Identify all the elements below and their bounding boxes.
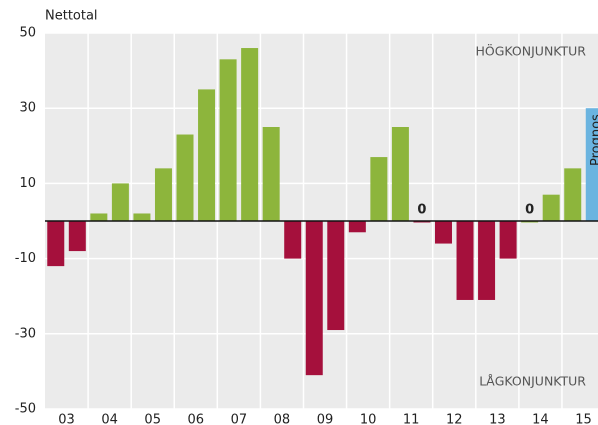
y-tick-label: 50 — [19, 26, 36, 41]
x-tick-label: 04 — [101, 413, 118, 425]
x-tick-label: 08 — [274, 413, 291, 425]
value-label: 0 — [417, 203, 426, 218]
bar — [90, 213, 108, 221]
value-label: 0 — [525, 203, 534, 218]
bar — [47, 221, 65, 267]
bar — [284, 221, 302, 259]
bar — [305, 221, 323, 376]
x-tick-label: 03 — [58, 413, 75, 425]
annotation: LÅGKONJUNKTUR — [479, 374, 586, 389]
x-tick-label: 09 — [317, 413, 334, 425]
bar — [219, 59, 237, 221]
x-tick-label: 11 — [403, 413, 420, 425]
y-tick-label: -10 — [15, 251, 36, 266]
annotation: HÖGKONJUNKTUR — [475, 43, 586, 59]
bar — [176, 134, 194, 221]
y-tick-label: 10 — [19, 176, 36, 191]
bar — [456, 221, 474, 300]
bar — [327, 221, 345, 331]
bar — [198, 89, 216, 222]
x-tick-label: 05 — [144, 413, 161, 425]
y-tick-label: -50 — [15, 402, 36, 417]
x-tick-label: 10 — [360, 413, 377, 425]
x-tick-label: 07 — [231, 413, 248, 425]
bar — [434, 221, 452, 244]
y-tick-label: -30 — [15, 326, 36, 341]
bar — [391, 127, 409, 221]
bar — [262, 127, 280, 221]
y-tick-label: 30 — [19, 101, 36, 116]
x-tick-label: 13 — [489, 413, 506, 425]
bar — [370, 157, 388, 221]
x-tick-label: 06 — [188, 413, 205, 425]
bar — [542, 194, 560, 221]
bar — [133, 213, 151, 221]
x-tick-label: 12 — [446, 413, 463, 425]
bar — [585, 108, 598, 221]
forecast-label: Prognos — [589, 114, 598, 166]
bar — [478, 221, 496, 300]
bar — [348, 221, 366, 233]
bar — [111, 183, 129, 221]
bar — [154, 168, 172, 221]
bar — [564, 168, 582, 221]
x-tick-label: 15 — [575, 413, 592, 425]
bar — [499, 221, 517, 259]
y-axis-label: Nettotal — [45, 9, 98, 24]
bar — [241, 48, 259, 221]
bar — [68, 221, 86, 252]
x-tick-label: 14 — [532, 413, 549, 425]
